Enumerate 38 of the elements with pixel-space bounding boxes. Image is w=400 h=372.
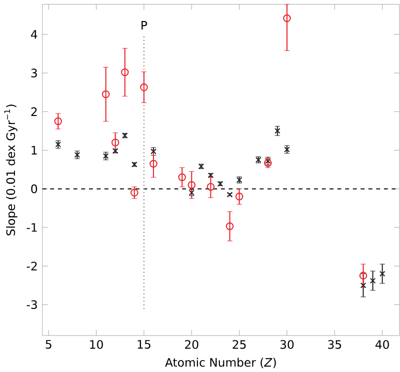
x-tick-label: 10 bbox=[90, 340, 103, 349]
point bbox=[178, 173, 186, 181]
point bbox=[130, 188, 138, 196]
point bbox=[359, 272, 368, 280]
point bbox=[283, 14, 291, 22]
point bbox=[360, 282, 366, 288]
point bbox=[120, 68, 129, 76]
x-tick-label: 5 bbox=[46, 340, 52, 348]
point bbox=[379, 270, 386, 276]
y-tick-label: 1 bbox=[32, 146, 37, 154]
point bbox=[206, 182, 215, 191]
ref-line-label: P bbox=[142, 20, 148, 30]
point bbox=[370, 278, 376, 284]
x-tick-label: 25 bbox=[232, 340, 246, 349]
point bbox=[264, 158, 272, 167]
x-axis-title: Atomic Number (Z) bbox=[165, 358, 276, 368]
y-tick-label: 0 bbox=[31, 184, 38, 193]
point bbox=[102, 90, 110, 98]
point bbox=[274, 128, 280, 134]
x-tick-label: 30 bbox=[280, 340, 294, 349]
point bbox=[54, 117, 62, 125]
y-axis-title: Slope (0.01 dex Gyr$^{−1}$) bbox=[4, 104, 18, 236]
y-tick-label: 3 bbox=[31, 68, 37, 78]
point bbox=[140, 83, 148, 91]
y-tick-label: 2 bbox=[31, 107, 37, 116]
point bbox=[188, 180, 196, 189]
point bbox=[111, 138, 120, 146]
y-tick-label: -3 bbox=[26, 300, 37, 309]
x-tick-label: 35 bbox=[328, 340, 342, 349]
x-tick-label: 40 bbox=[375, 340, 389, 349]
y-tick-label: -1 bbox=[26, 222, 37, 232]
point bbox=[226, 222, 234, 230]
y-tick-label: 4 bbox=[30, 30, 38, 38]
point bbox=[235, 192, 244, 200]
x-tick-label: 20 bbox=[185, 340, 198, 349]
x-tick-label: 15 bbox=[138, 340, 150, 348]
y-tick-label: -2 bbox=[26, 261, 37, 270]
point bbox=[150, 160, 158, 168]
